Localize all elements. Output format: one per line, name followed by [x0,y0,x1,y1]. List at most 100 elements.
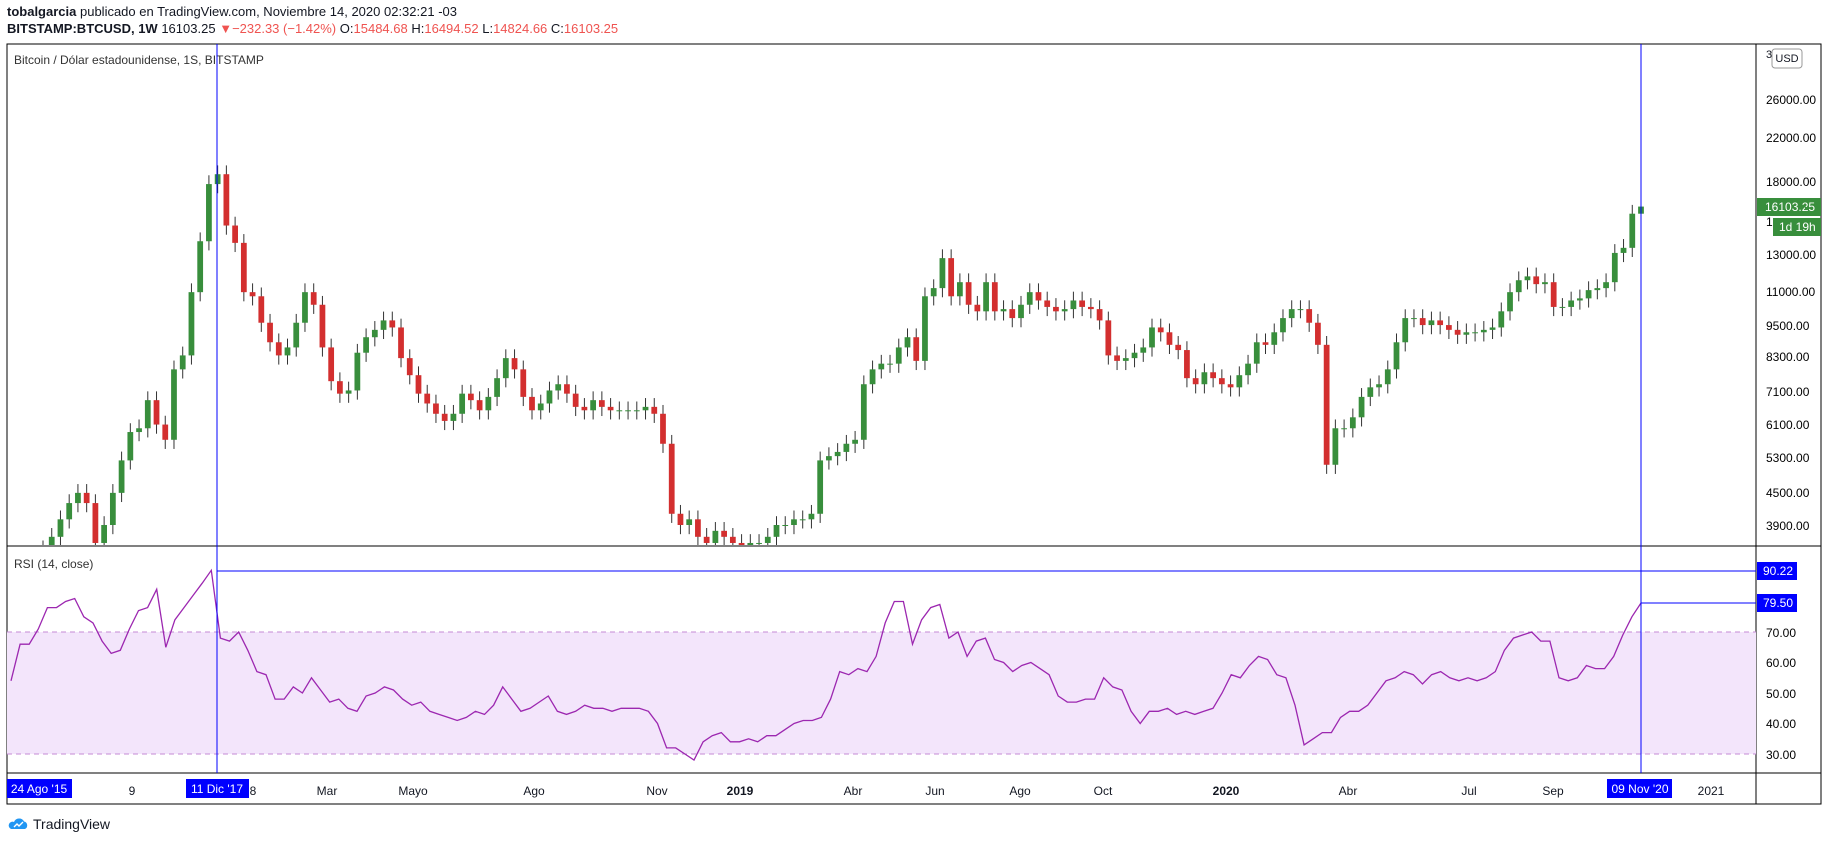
candle-body [162,424,169,440]
now-date-badge [1607,779,1672,798]
candle-body [1594,288,1601,291]
candle-body [598,400,605,407]
candle-body [118,460,125,493]
start-date-label: 24 Ago '15 [11,782,68,796]
candle-body [1079,300,1086,307]
candle-body [1280,318,1286,333]
candle-body [1507,292,1513,312]
candle-body [616,410,623,412]
price-tick: 13000.00 [1766,248,1816,262]
price-tick-partial: 1 [1766,215,1773,229]
price-tick: 11000.00 [1766,285,1815,299]
candle-body [651,406,658,414]
footer-brand[interactable]: TradingView [7,816,110,832]
candle-body [1149,327,1155,348]
candle-body [293,322,300,348]
candle-body [1603,282,1609,289]
candle-body [136,428,142,433]
currency-badge[interactable] [1771,48,1803,69]
candle-body [904,337,911,348]
candle-body [991,282,998,312]
price-tick: 9500.00 [1766,319,1810,333]
candle-body [83,492,90,504]
candle-body [310,292,317,305]
candle-body [555,384,562,391]
candle-body [1367,387,1374,397]
rsi-tick: 30.00 [1766,748,1796,762]
price-ticks: 26000.00 22000.00 18000.00 13000.00 1100… [1766,93,1816,533]
time-axis-label: Jul [1461,784,1476,798]
candle-body [398,327,404,359]
candle-body [1542,282,1548,285]
candle-body [424,393,431,404]
candle-body [459,393,466,414]
candle-body [520,369,527,397]
candle-body [686,519,693,525]
candle-body [878,363,885,370]
candle-body [1053,306,1059,312]
candle-body [153,400,160,425]
time-axis-label: Jun [925,784,944,798]
candle-body [354,352,361,391]
candle-body [450,413,457,421]
ohlc-line: BITSTAMP:BTCUSD, 1W 16103.25 ▼−232.33 (−… [7,21,618,36]
close-value: 16103.25 [563,21,619,36]
candle-body [660,413,666,444]
candle-body [275,342,282,356]
candle-body [1585,290,1592,299]
candle-body [302,292,308,323]
price-tick: 7100.00 [1766,385,1810,399]
candle-body [1114,355,1120,361]
high-value: 16494.52 [424,21,479,36]
candle-body [1349,417,1356,429]
candle-body [1157,327,1164,333]
price-tick: 18000.00 [1766,175,1816,189]
candle-body [1184,350,1190,379]
change-value: −232.33 (−1.42%) [232,21,337,36]
author-name[interactable]: tobalgarcia [7,4,77,19]
candle-body [171,369,177,440]
candle-body [1201,372,1208,385]
candle-body [92,503,99,543]
publication-line: tobalgarcia publicado en TradingView.com… [7,4,457,19]
countdown-badge [1773,218,1821,236]
candle-body [101,525,108,543]
candle-body [1629,213,1636,248]
now-date-label: 09 Nov '20 [1612,782,1669,796]
price-tick: 22000.00 [1766,131,1816,145]
price-tick: 5300.00 [1766,451,1810,465]
candle-body [476,400,483,411]
candle-body [895,347,902,364]
candle-body [1262,342,1269,345]
candle-body [537,403,544,411]
candle-body [380,320,387,330]
candle-body [1070,300,1077,310]
candle-body [913,337,920,361]
open-label: O: [339,21,354,36]
price-tick: 3900.00 [1766,519,1810,533]
candle-body [1559,306,1566,308]
candle-body [109,492,116,525]
candle-body [1576,298,1583,301]
candle-body [467,393,474,401]
candle-body [66,503,73,520]
candle-body [441,413,448,421]
open-value: 15484.68 [353,21,408,36]
time-axis-label: Oct [1094,784,1113,798]
candle-body [389,320,396,328]
peak-date-badge [186,779,249,798]
candle-body [179,355,186,370]
candle-body [1376,384,1382,388]
price-tick: 26000.00 [1766,93,1816,107]
rsi-now-label: 79.50 [1763,596,1793,610]
candle-body [75,492,81,504]
close-label: C: [550,21,564,36]
time-axis-label: Nov [646,784,667,798]
candle-body [668,443,675,514]
candle-body [799,519,806,521]
currency-badge-label: USD [1775,53,1798,65]
candle-body [860,384,867,440]
candle-body [1323,344,1330,465]
candle-body [433,403,439,414]
